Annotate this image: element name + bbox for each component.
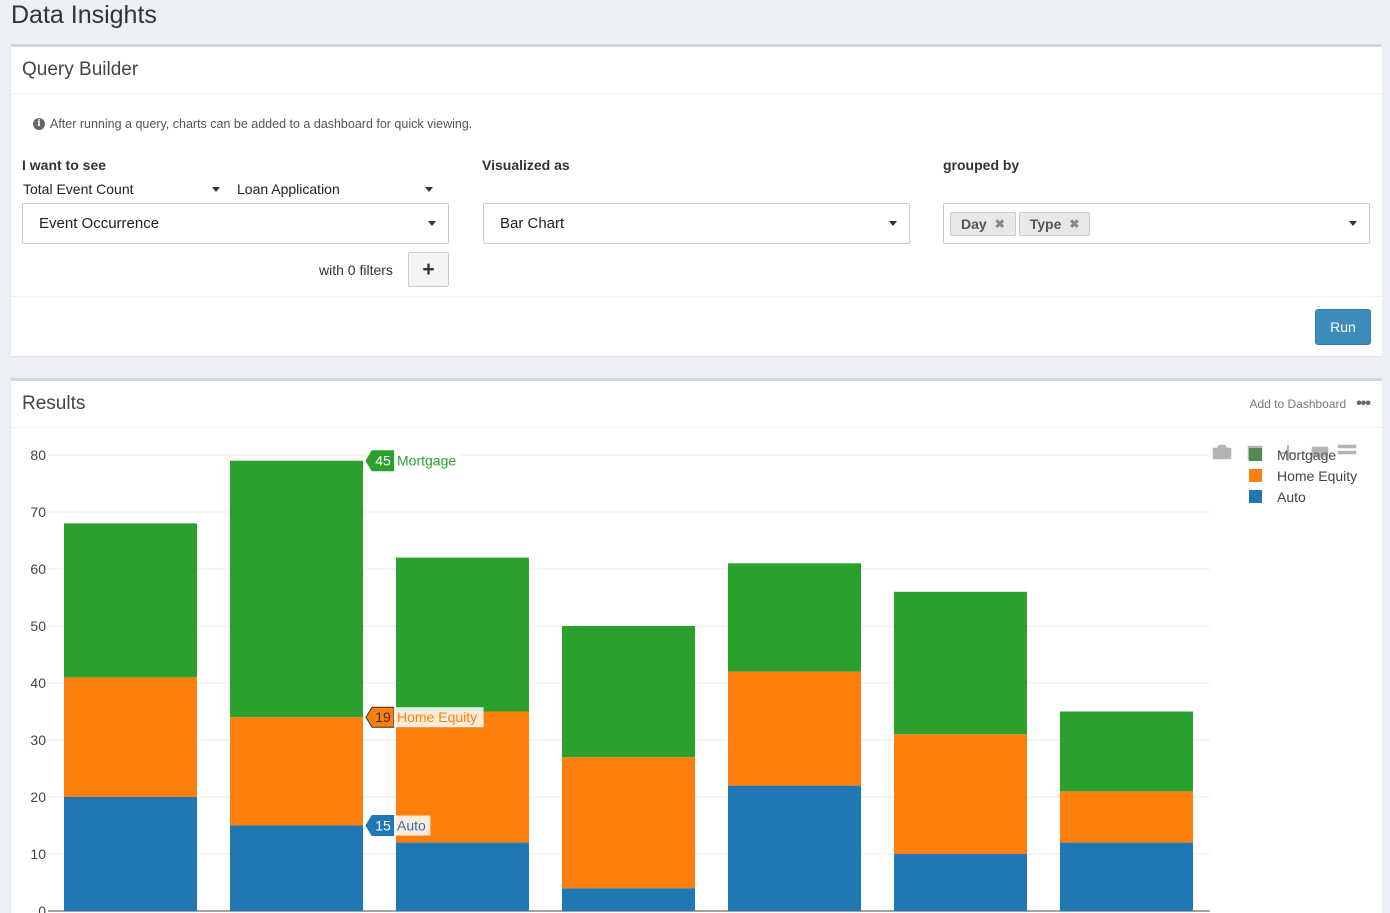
hover-name-bg: [394, 707, 484, 728]
bar-segment-mortgage: [396, 557, 529, 712]
chevron-down-icon: [425, 186, 433, 192]
camera-icon[interactable]: [1212, 444, 1232, 460]
plus-icon: +: [422, 257, 435, 281]
chevron-down-icon: [212, 186, 220, 192]
metric-select[interactable]: Total Event Count: [23, 181, 220, 197]
group-by-tags: Day ✖ Type ✖: [950, 211, 1091, 236]
filters-count: with 0 filters: [319, 262, 393, 278]
bar-segment-mortgage: [894, 591, 1027, 735]
query-builder-title: Query Builder: [11, 47, 1382, 94]
run-button[interactable]: Run: [1315, 309, 1371, 345]
group-by-select[interactable]: Day ✖ Type ✖: [943, 203, 1370, 244]
bar-segment-home-equity: [894, 734, 1027, 854]
y-tick-label: 0: [38, 903, 46, 913]
add-filter-button[interactable]: +: [408, 252, 449, 287]
hover-value: 19: [375, 709, 391, 725]
results-title: Results: [11, 381, 1382, 428]
remove-icon[interactable]: ✖: [1069, 216, 1080, 231]
bar-segment-mortgage: [230, 460, 363, 718]
field-value: Event Occurrence: [39, 215, 160, 232]
entity-value: Loan Application: [237, 181, 340, 197]
autoscale-icon[interactable]: [1337, 444, 1357, 455]
legend-swatch: [1249, 490, 1262, 503]
i-want-to-see-label: I want to see: [22, 157, 107, 173]
bar-segment-auto: [728, 785, 861, 911]
hover-value: 45: [375, 453, 391, 469]
y-tick-label: 70: [30, 504, 46, 520]
legend-label: Home Equity: [1277, 468, 1357, 484]
bar-segment-home-equity: [728, 671, 861, 786]
ellipsis-icon[interactable]: •••: [1356, 395, 1371, 412]
y-tick-label: 50: [30, 618, 46, 634]
hover-value: 15: [375, 818, 391, 834]
hover-name: Auto: [397, 818, 426, 834]
bar-segment-mortgage: [64, 523, 197, 678]
group-tag-type: Type ✖: [1018, 211, 1091, 236]
bar-segment-auto: [230, 825, 363, 911]
bar-segment-home-equity: [64, 677, 197, 797]
select-icon[interactable]: [1311, 446, 1329, 458]
bar-segment-auto: [396, 842, 529, 911]
bar-segment-home-equity: [1060, 791, 1193, 843]
field-select[interactable]: Event Occurrence: [22, 203, 449, 244]
hover-name-bg: [394, 450, 461, 471]
page-title: Data Insights: [11, 1, 157, 29]
divider: [11, 296, 1382, 297]
bar-segment-mortgage: [1060, 711, 1193, 792]
group-tag-day: Day ✖: [950, 211, 1016, 236]
legend-swatch: [1249, 469, 1262, 482]
query-builder-panel: Query Builder i After running a query, c…: [11, 44, 1382, 356]
chevron-down-icon: [889, 221, 897, 226]
info-message: i After running a query, charts can be a…: [33, 117, 472, 131]
info-icon: i: [33, 118, 45, 130]
bar-segment-home-equity: [562, 757, 695, 889]
results-actions: Add to Dashboard •••: [1249, 395, 1371, 413]
visualization-value: Bar Chart: [500, 215, 565, 232]
y-tick-label: 10: [30, 846, 46, 862]
grouped-by-label: grouped by: [943, 157, 1020, 173]
zoom-icon[interactable]: [1247, 445, 1263, 461]
y-tick-label: 40: [30, 675, 46, 691]
group-tag-label: Type: [1029, 215, 1062, 232]
entity-select[interactable]: Loan Application: [237, 181, 433, 197]
group-tag-label: Day: [961, 215, 987, 232]
bar-segment-auto: [64, 797, 197, 911]
y-tick-label: 30: [30, 732, 46, 748]
pan-icon[interactable]: [1280, 445, 1296, 461]
legend-label: Auto: [1277, 489, 1306, 505]
stacked-bar-chart: 0 10 20 30 40 50 60 70 80 45 Mortgage 19 Home Equity…: [30, 444, 1357, 913]
bar-segment-auto: [562, 888, 695, 911]
add-to-dashboard-link[interactable]: Add to Dashboard: [1249, 397, 1347, 411]
bar-segment-mortgage: [728, 563, 861, 672]
hover-name-bg: [394, 815, 431, 836]
chevron-down-icon: [1349, 221, 1357, 226]
chevron-down-icon: [428, 221, 436, 226]
bar-segment-auto: [894, 854, 1027, 911]
bar-segment-auto: [1060, 842, 1193, 911]
remove-icon[interactable]: ✖: [994, 216, 1005, 231]
y-tick-label: 80: [30, 447, 46, 463]
bar-segment-home-equity: [230, 717, 363, 826]
hover-name: Mortgage: [397, 453, 456, 469]
visualization-select[interactable]: Bar Chart: [483, 203, 910, 244]
hover-name: Home Equity: [397, 709, 477, 725]
y-tick-label: 20: [30, 789, 46, 805]
modebar: [1212, 444, 1357, 461]
info-text: After running a query, charts can be add…: [50, 117, 473, 131]
visualized-as-label: Visualized as: [482, 157, 570, 173]
metric-value: Total Event Count: [23, 181, 134, 197]
y-tick-label: 60: [30, 561, 46, 577]
bar-segment-mortgage: [562, 626, 695, 758]
